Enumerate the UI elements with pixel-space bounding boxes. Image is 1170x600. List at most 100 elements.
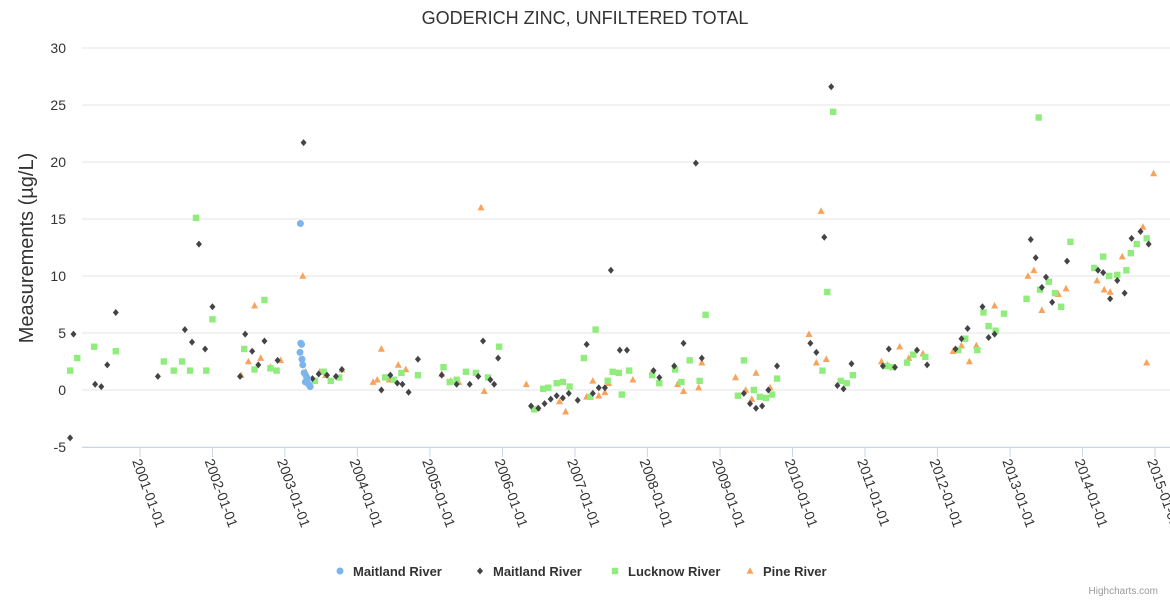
legend-marker[interactable] — [611, 567, 619, 575]
data-point[interactable] — [819, 367, 826, 374]
data-point[interactable] — [952, 345, 959, 353]
data-point[interactable] — [438, 371, 445, 379]
data-point[interactable] — [905, 354, 913, 361]
data-point[interactable] — [1106, 288, 1114, 295]
data-point[interactable] — [315, 370, 322, 378]
data-point[interactable] — [327, 377, 334, 385]
data-point[interactable] — [812, 358, 820, 366]
data-point[interactable] — [732, 373, 740, 381]
data-point[interactable] — [1123, 267, 1130, 274]
data-point[interactable] — [547, 395, 554, 403]
data-point[interactable] — [244, 357, 252, 365]
data-point[interactable] — [671, 362, 678, 370]
data-point[interactable] — [924, 361, 931, 369]
data-point[interactable] — [531, 406, 538, 413]
legend-item[interactable]: Maitland River — [336, 564, 442, 579]
data-point[interactable] — [1133, 240, 1140, 248]
data-point[interactable] — [160, 358, 168, 365]
data-point[interactable] — [821, 233, 828, 241]
data-point[interactable] — [1067, 238, 1074, 245]
data-point[interactable] — [1137, 228, 1144, 236]
data-point[interactable] — [154, 372, 161, 380]
data-point[interactable] — [589, 389, 596, 397]
data-point[interactable] — [398, 369, 405, 377]
data-point[interactable] — [373, 375, 381, 383]
data-point[interactable] — [991, 301, 999, 309]
data-point[interactable] — [480, 387, 488, 394]
data-point[interactable] — [828, 83, 835, 91]
data-point[interactable] — [955, 346, 962, 354]
data-point[interactable] — [178, 358, 186, 365]
data-point[interactable] — [840, 385, 847, 393]
data-point[interactable] — [680, 387, 688, 394]
data-point[interactable] — [671, 366, 679, 373]
data-point[interactable] — [311, 377, 319, 385]
data-point[interactable] — [834, 381, 841, 389]
data-point[interactable] — [1062, 284, 1070, 292]
data-point[interactable] — [762, 394, 770, 402]
data-point[interactable] — [453, 376, 460, 383]
data-point[interactable] — [192, 214, 200, 222]
data-point[interactable] — [522, 380, 530, 388]
data-point[interactable] — [980, 309, 987, 316]
data-point[interactable] — [181, 326, 188, 334]
data-point[interactable] — [674, 380, 682, 388]
data-point[interactable] — [891, 363, 898, 371]
data-point[interactable] — [686, 357, 693, 364]
data-point[interactable] — [387, 371, 394, 379]
data-point[interactable] — [1036, 286, 1044, 293]
data-point[interactable] — [309, 375, 316, 383]
data-point[interactable] — [189, 338, 196, 346]
data-point[interactable] — [274, 356, 281, 364]
data-point[interactable] — [813, 348, 820, 356]
data-point[interactable] — [1064, 257, 1071, 265]
data-point[interactable] — [656, 379, 663, 387]
legend[interactable]: Maitland River Maitland River Lucknow Rive… — [336, 564, 827, 579]
data-point[interactable] — [1045, 278, 1052, 285]
data-point[interactable] — [595, 391, 603, 399]
data-point[interactable] — [962, 335, 969, 342]
data-point[interactable] — [202, 345, 209, 353]
data-point[interactable] — [555, 397, 563, 405]
legend-marker[interactable] — [746, 567, 754, 574]
data-point[interactable] — [985, 334, 992, 342]
data-point[interactable] — [1150, 169, 1158, 177]
data-point[interactable] — [369, 378, 377, 385]
data-point[interactable] — [623, 346, 630, 354]
data-point[interactable] — [241, 345, 248, 353]
data-point[interactable] — [92, 380, 99, 388]
data-point[interactable] — [98, 383, 105, 391]
data-point[interactable] — [740, 389, 747, 397]
data-point[interactable] — [824, 288, 831, 296]
data-point[interactable] — [70, 330, 77, 338]
data-point[interactable] — [112, 308, 119, 316]
data-point[interactable] — [491, 380, 498, 388]
data-point[interactable] — [752, 369, 760, 376]
data-point[interactable] — [1049, 298, 1056, 306]
data-point[interactable] — [583, 340, 590, 348]
data-point[interactable] — [748, 395, 756, 402]
data-point[interactable] — [879, 362, 886, 370]
data-point[interactable] — [1091, 264, 1098, 272]
data-point[interactable] — [1038, 306, 1046, 313]
data-point[interactable] — [251, 301, 259, 309]
data-point[interactable] — [991, 330, 998, 338]
data-point[interactable] — [618, 391, 625, 398]
data-point[interactable] — [759, 402, 766, 410]
data-point[interactable] — [972, 341, 980, 349]
data-point[interactable] — [1099, 253, 1107, 260]
data-point[interactable] — [255, 361, 262, 369]
data-point[interactable] — [566, 383, 573, 390]
data-point[interactable] — [296, 220, 304, 228]
data-point[interactable] — [877, 357, 885, 365]
data-point[interactable] — [1030, 266, 1038, 274]
data-point[interactable] — [299, 272, 307, 279]
data-point[interactable] — [203, 367, 210, 374]
data-point[interactable] — [394, 361, 402, 368]
data-point[interactable] — [74, 354, 81, 362]
data-point[interactable] — [1023, 295, 1030, 302]
data-point[interactable] — [1032, 254, 1039, 262]
data-point[interactable] — [1114, 271, 1121, 279]
data-point[interactable] — [774, 362, 781, 370]
data-point[interactable] — [472, 369, 480, 377]
